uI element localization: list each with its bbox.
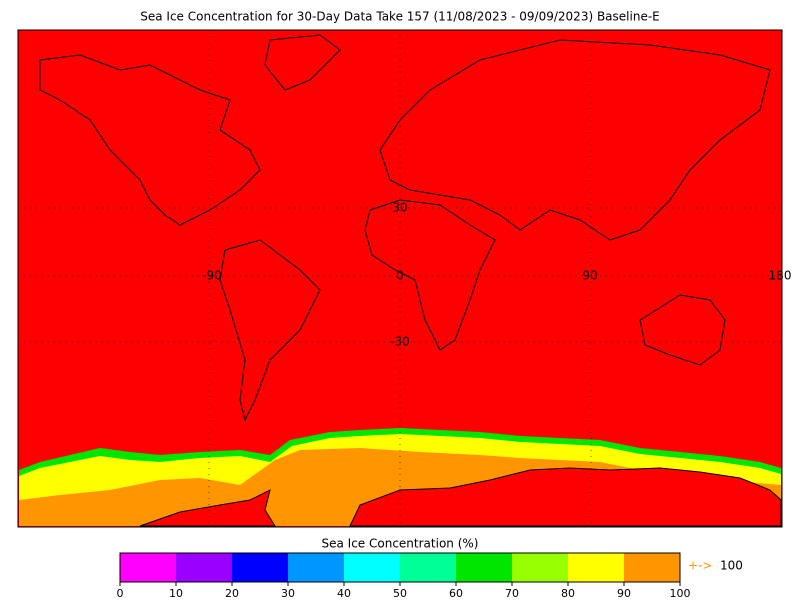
colorbar-segment <box>400 553 456 582</box>
colorbar-tick-label: 80 <box>561 587 575 600</box>
antarctica <box>349 467 782 527</box>
legend-title: Sea Ice Concentration (%) <box>322 537 479 551</box>
overflow-label: 100 <box>720 559 743 573</box>
africa <box>364 199 496 351</box>
overflow-marker: +-> <box>688 559 712 573</box>
colorbar-tick-label: 40 <box>337 587 351 600</box>
grid-label: 0 <box>396 269 404 283</box>
colorbar-segment <box>512 553 568 582</box>
colorbar-tick-label: 10 <box>169 587 183 600</box>
eurasia <box>379 39 771 241</box>
grid-label: 90 <box>582 269 597 283</box>
colorbar-tick-label: 60 <box>449 587 463 600</box>
colorbar-tick-label: 90 <box>617 587 631 600</box>
colorbar-segment <box>568 553 624 582</box>
colorbar-tick-label: 0 <box>117 587 124 600</box>
grid-label: 180 <box>769 269 792 283</box>
colorbar-tick-label: 30 <box>281 587 295 600</box>
australia <box>639 294 726 366</box>
colorbar: 0 10 20 30 40 50 60 70 80 90 100 <box>117 552 691 600</box>
grid-label: 30 <box>392 201 407 215</box>
colorbar-tick-label: 20 <box>225 587 239 600</box>
colorbar-tick-label: 100 <box>670 587 691 600</box>
colorbar-segment <box>176 553 232 582</box>
south-america <box>219 239 321 422</box>
colorbar-segment <box>624 553 680 582</box>
colorbar-segment <box>288 553 344 582</box>
colorbar-segment <box>232 553 288 582</box>
colorbar-tick-label: 70 <box>505 587 519 600</box>
north-america <box>39 54 261 226</box>
grid-label: -30 <box>390 335 410 349</box>
antarctic-peninsula <box>139 489 276 527</box>
map: 30 -90 0 90 180 -30 <box>17 29 792 528</box>
colorbar-segment <box>120 553 176 582</box>
greenland <box>264 34 341 91</box>
title: Sea Ice Concentration for 30-Day Data Ta… <box>140 10 660 24</box>
colorbar-segment <box>344 553 400 582</box>
colorbar-tick-label: 50 <box>393 587 407 600</box>
grid-label: -90 <box>202 269 222 283</box>
colorbar-segment <box>456 553 512 582</box>
